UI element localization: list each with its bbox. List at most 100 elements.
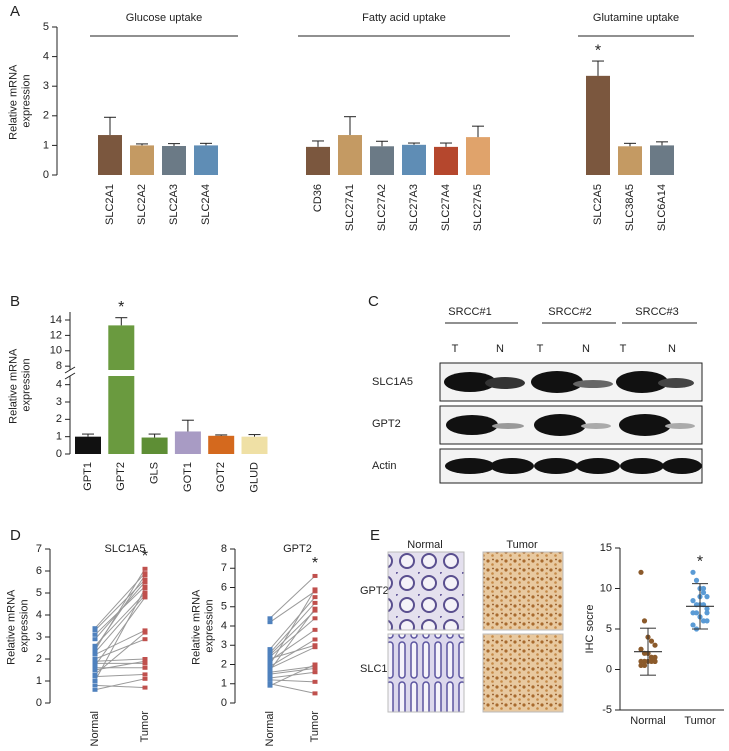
lane-label: N [668,343,676,355]
pair-line [269,617,316,658]
point [690,569,696,575]
y-tick-label: 8 [221,543,227,555]
point [312,670,318,675]
pair-line [94,581,146,640]
y-tick-label: 5 [606,623,612,635]
pair-line [94,673,146,678]
ihc-row-label: GPT2 [360,585,389,597]
point [92,652,98,657]
panel-label: A [10,3,20,20]
point [267,672,273,677]
point [312,637,318,642]
band [492,423,524,429]
point [267,668,273,673]
band [531,371,583,393]
axis-break [64,366,76,374]
point [652,642,658,648]
y-tick-label: 0 [221,697,227,709]
point [704,618,710,624]
bar [194,145,218,175]
x-tick-label: GPT1 [82,462,94,491]
point [92,643,98,648]
point [92,661,98,666]
point [142,593,148,598]
band [445,458,495,474]
bar [402,144,426,175]
ihc-image [387,633,465,713]
y-tick-label: 0 [56,448,62,460]
point [92,668,98,672]
group-label: Glucose uptake [126,12,202,24]
y-tick-label: 1 [221,678,227,690]
annotation: * [595,42,601,59]
y-tick-label: 3 [36,631,42,643]
y-tick-label: 8 [56,360,62,372]
pair-line [94,629,146,656]
pair-line [94,568,146,651]
lane-label: T [537,343,544,355]
band [576,458,620,474]
y-tick-label: 2 [56,413,62,425]
point [638,646,644,652]
point [92,672,98,677]
band [485,377,525,389]
point [267,656,273,661]
point [704,594,710,600]
annotation: * [142,548,148,565]
chart-title: GPT2 [283,543,312,555]
pair-line [94,660,146,671]
pair-line [94,588,146,682]
x-tick-label: Tumor [139,711,151,743]
bar [370,146,394,175]
point [142,630,148,635]
point [92,659,98,664]
blot-sample: SRCC#3 [635,306,678,318]
bar [466,137,490,175]
point [267,677,273,682]
x-tick-label: Tumor [684,715,716,727]
point [92,628,98,633]
y-tick-label: 5 [221,601,227,613]
pair-line [269,664,316,687]
point [638,569,644,575]
point [142,577,148,582]
western-blot: SRCC#1 SRCC#2 SRCC#3 T N T N T N SLC1A5 … [372,306,703,484]
blot-row-label: SLC1A5 [372,376,413,388]
y-tick-label: 5 [43,21,49,33]
pair-line [269,590,316,623]
point [142,661,148,666]
lane-label: N [582,343,590,355]
point [92,665,98,670]
point [312,606,318,611]
band [534,414,586,436]
pair-line [269,575,316,619]
point [690,598,696,604]
pair-line [269,596,316,650]
band [662,458,702,474]
x-tick-label: GOT2 [215,462,227,492]
ihc-image [482,633,564,713]
panel-label: C [368,293,379,310]
x-tick-label: SLC2A1 [104,184,116,225]
point [312,600,318,605]
bar [208,435,235,454]
x-tick-label: SLC2A3 [168,184,180,225]
bar [586,75,610,175]
x-tick-label: SLC27A1 [344,184,356,231]
point [704,610,710,616]
pair-line [269,629,316,662]
pair-line [94,579,146,631]
point [700,585,707,592]
point [142,628,148,633]
y-tick-label: 6 [36,565,42,577]
point [312,691,318,696]
point [142,659,148,664]
blot-row-label: GPT2 [372,418,401,430]
band [581,423,611,429]
pair-line [94,597,146,666]
point [92,657,98,661]
y-tick-label: 2 [221,658,227,670]
point [142,571,148,576]
